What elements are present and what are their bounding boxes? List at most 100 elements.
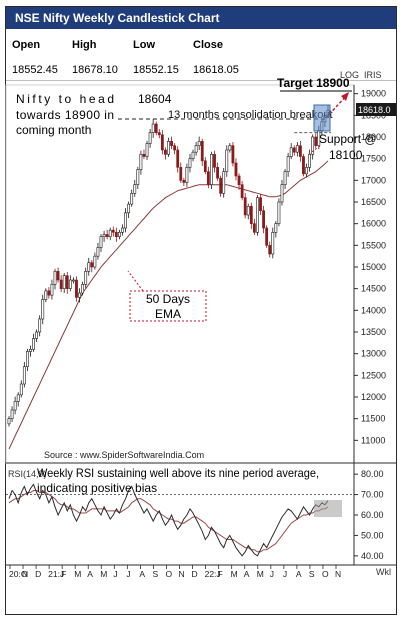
candle-body-96 — [302, 156, 305, 175]
candle-body-5 — [22, 366, 26, 385]
rsi-highlight — [314, 500, 342, 517]
candle-body-23 — [78, 292, 81, 298]
iris-label: IRIS — [364, 70, 382, 80]
candle-body-56 — [179, 167, 183, 181]
price-tick-label-14: 18000 — [361, 132, 386, 142]
candle-body-41 — [133, 184, 137, 194]
candle-body-50 — [160, 134, 164, 151]
price-tick-label-9: 15500 — [361, 240, 386, 250]
candle-body-83 — [262, 210, 265, 229]
ohlc-header-close: Close — [193, 39, 223, 51]
ohlc-value-close: 18618.05 — [193, 64, 239, 76]
rsi-tick-label-2: 60.00 — [361, 510, 384, 520]
x-tick-label-23: S — [309, 569, 315, 579]
candle-body-55 — [176, 149, 180, 168]
candle-body-6 — [26, 351, 29, 367]
candle-body-67 — [213, 154, 216, 168]
candle-body-27 — [90, 262, 94, 268]
ohlc-value-open: 18552.45 — [12, 64, 58, 76]
candle-body-79 — [249, 206, 253, 224]
candle-body-100 — [314, 136, 318, 146]
candle-body-70 — [222, 171, 226, 194]
price-tick-label-0: 11000 — [361, 435, 385, 445]
ema-line — [8, 160, 329, 450]
candle-body-57 — [182, 180, 186, 183]
candle-body-30 — [99, 236, 103, 248]
candle-body-7 — [29, 349, 32, 352]
annotation-target: Target 18900 — [277, 76, 350, 90]
source-text: Source : www.SpiderSoftwareIndia.Com — [44, 450, 204, 460]
candle-body-39 — [127, 203, 131, 214]
candle-body-24 — [81, 284, 85, 294]
price-tick-label-11: 16500 — [361, 197, 386, 207]
x-tick-label-16: F — [218, 569, 223, 579]
candle-body-16 — [56, 271, 60, 281]
candle-body-37 — [121, 227, 124, 233]
price-tick-label-8: 15000 — [361, 262, 386, 272]
ohlc-value-low: 18552.15 — [133, 64, 179, 76]
candle-body-60 — [191, 151, 195, 159]
price-tick-label-16: 19000 — [361, 89, 386, 99]
candle-body-94 — [295, 145, 299, 153]
candle-body-87 — [274, 223, 278, 233]
price-tick-label-5: 13500 — [361, 327, 386, 337]
candle-body-1 — [10, 409, 14, 419]
target-arrowhead — [341, 92, 349, 101]
rsi-average-line — [8, 490, 329, 553]
candle-body-80 — [252, 223, 256, 233]
candle-body-81 — [256, 197, 259, 233]
x-tick-label-4: F — [61, 569, 66, 579]
candle-body-59 — [188, 158, 192, 168]
candle-body-74 — [234, 162, 238, 177]
candle-body-42 — [136, 169, 140, 185]
candle-body-73 — [231, 145, 235, 164]
candle-body-25 — [84, 271, 88, 285]
x-tick-label-2: D — [35, 569, 41, 579]
x-tick-label-22: A — [296, 569, 302, 579]
x-tick-label-9: J — [126, 569, 130, 579]
candle-body-32 — [105, 234, 109, 237]
support-pointer — [308, 145, 321, 155]
ohlc-value-high: 18678.10 — [72, 64, 118, 76]
x-tick-label-20: J — [270, 569, 274, 579]
rsi-tick-label-1: 50.00 — [361, 530, 384, 540]
candle-body-93 — [292, 147, 296, 153]
price-tick-label-6: 14000 — [361, 305, 386, 315]
chart-title: NSE Nifty Weekly Candlestick Chart — [6, 7, 396, 29]
candle-body-46 — [148, 132, 152, 144]
candle-body-47 — [151, 123, 155, 133]
candle-body-43 — [139, 154, 143, 170]
candle-body-17 — [59, 279, 63, 289]
ohlc-header-high: High — [72, 39, 97, 51]
candlestick-series — [7, 105, 331, 427]
candle-body-49 — [157, 132, 161, 136]
candle-body-12 — [44, 290, 48, 300]
candle-body-98 — [308, 154, 311, 168]
candle-body-51 — [164, 149, 167, 155]
x-tick-label-19: M — [257, 569, 264, 579]
candle-body-14 — [50, 284, 54, 296]
x-tick-label-10: A — [139, 569, 145, 579]
x-tick-label-6: A — [87, 569, 93, 579]
candle-body-38 — [124, 212, 127, 229]
log-label: LOG — [340, 70, 359, 80]
x-tick-label-3: 21:J — [48, 569, 64, 579]
x-tick-label-13: N — [179, 569, 185, 579]
candle-body-2 — [13, 401, 17, 411]
ema-callout-pointer — [127, 270, 144, 292]
candle-body-99 — [311, 136, 315, 155]
x-axis-ticks: 20:ON D 21:JF M A M J J A S O N D 22:JF M A M J J A S O N — [9, 565, 341, 579]
candle-body-54 — [173, 145, 177, 151]
candle-body-86 — [271, 232, 275, 255]
candle-body-95 — [298, 145, 302, 157]
candle-body-66 — [210, 154, 213, 185]
candle-body-11 — [41, 299, 45, 320]
rsi-line — [8, 483, 329, 557]
x-tick-label-8: J — [113, 569, 117, 579]
annotation-nifty-line2: towards 18900 in — [16, 108, 114, 122]
rsi-tick-label-0: 40.00 — [361, 551, 384, 561]
price-tick-label-13: 17500 — [361, 154, 386, 164]
candle-body-69 — [219, 177, 223, 194]
candle-body-0 — [7, 418, 11, 425]
annotation-ema-line1: 50 Days — [146, 292, 190, 306]
